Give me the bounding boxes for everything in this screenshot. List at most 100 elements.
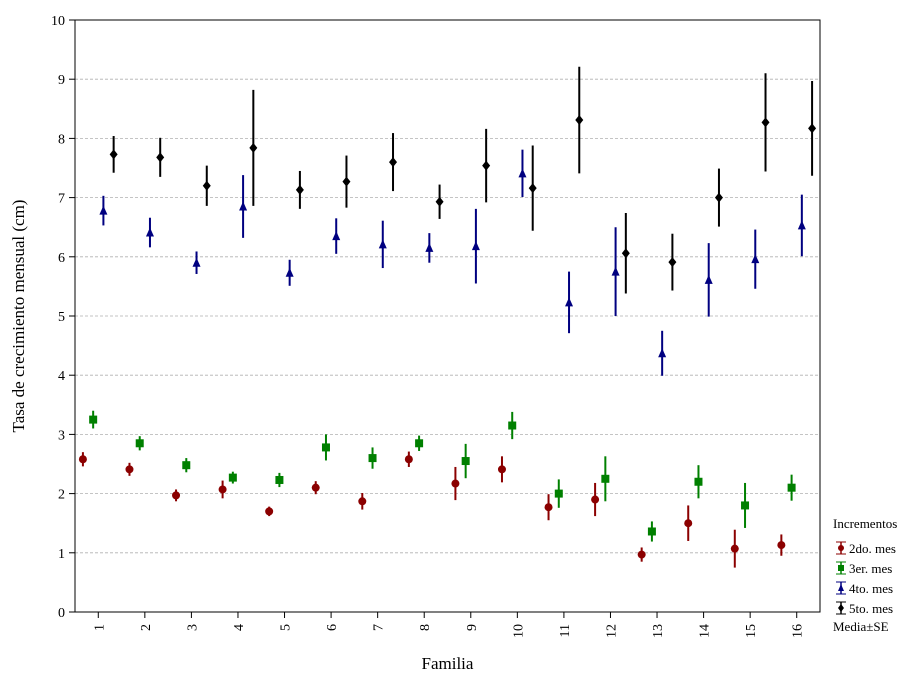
plot-marks xyxy=(78,66,817,568)
data-point xyxy=(435,196,444,207)
x-tick-label: 10 xyxy=(511,624,526,638)
legend-label: 3er. mes xyxy=(849,561,892,576)
x-tick-label: 2 xyxy=(139,624,154,631)
x-tick-label: 15 xyxy=(744,624,759,638)
data-point xyxy=(497,465,506,474)
data-point xyxy=(425,242,434,252)
data-point xyxy=(730,544,739,553)
data-point xyxy=(285,267,294,277)
y-axis-title: Tasa de crecimiento mensual (cm) xyxy=(9,200,28,433)
data-point xyxy=(182,461,191,470)
data-point xyxy=(461,457,470,466)
data-point xyxy=(684,519,693,528)
data-point xyxy=(228,473,237,482)
data-point xyxy=(342,176,351,187)
data-point xyxy=(694,477,703,486)
data-point xyxy=(78,455,87,464)
y-tick-label: 4 xyxy=(58,369,65,384)
series-2 xyxy=(89,410,796,542)
grid xyxy=(75,78,820,554)
data-point xyxy=(741,501,750,510)
data-point xyxy=(311,483,320,492)
legend-item: 5to. mes xyxy=(836,601,893,616)
data-point xyxy=(295,184,304,195)
x-tick-label: 4 xyxy=(232,624,247,631)
y-tick-label: 0 xyxy=(58,606,65,621)
x-tick-label: 9 xyxy=(465,624,480,631)
y-tick-label: 7 xyxy=(58,192,65,207)
legend-marker xyxy=(838,545,844,551)
data-point xyxy=(172,491,181,500)
data-point xyxy=(145,227,154,237)
data-point xyxy=(156,152,165,163)
x-tick-label: 11 xyxy=(558,624,573,637)
x-tick-label: 5 xyxy=(279,624,294,631)
data-point xyxy=(565,297,574,307)
legend-marker xyxy=(838,565,844,571)
y-tick-label: 5 xyxy=(58,310,65,325)
legend-item: 4to. mes xyxy=(836,581,893,596)
data-point xyxy=(125,465,134,474)
legend-label: 4to. mes xyxy=(849,581,893,596)
data-point xyxy=(554,489,563,498)
series-3 xyxy=(99,149,806,376)
data-point xyxy=(358,497,367,506)
x-tick-label: 14 xyxy=(698,624,713,638)
data-point xyxy=(668,257,677,268)
data-point xyxy=(332,231,341,241)
legend-item: 2do. mes xyxy=(836,541,896,556)
data-point xyxy=(575,115,584,126)
data-point xyxy=(89,415,98,424)
data-point xyxy=(389,157,398,168)
legend-item: 3er. mes xyxy=(836,561,892,576)
legend-label: 5to. mes xyxy=(849,601,893,616)
data-point xyxy=(808,123,817,134)
data-point xyxy=(761,117,770,128)
y-tick-label: 9 xyxy=(58,73,65,88)
series-4 xyxy=(109,66,817,294)
series-1 xyxy=(78,451,786,568)
data-point xyxy=(109,149,118,160)
data-point xyxy=(239,201,248,211)
data-point xyxy=(704,274,713,284)
data-point xyxy=(518,168,527,178)
data-point xyxy=(192,257,201,267)
data-point xyxy=(658,348,667,358)
x-tick-label: 3 xyxy=(185,624,200,631)
data-point xyxy=(218,485,227,494)
data-point xyxy=(751,254,760,264)
x-tick-label: 7 xyxy=(372,624,387,631)
data-point xyxy=(637,550,646,559)
y-tick-label: 2 xyxy=(58,488,65,503)
data-point xyxy=(404,455,413,464)
data-point xyxy=(202,180,211,191)
data-point xyxy=(777,541,786,550)
data-point xyxy=(601,474,610,483)
data-point xyxy=(275,475,284,484)
data-point xyxy=(451,479,460,488)
y-tick-label: 8 xyxy=(58,132,65,147)
data-point xyxy=(378,239,387,249)
legend-items: 2do. mes 3er. mes 4to. mes 5to. mes xyxy=(836,541,896,616)
data-point xyxy=(482,160,491,171)
data-point xyxy=(787,483,796,492)
legend-label: 2do. mes xyxy=(849,541,896,556)
data-point xyxy=(714,192,723,203)
x-axis-title: Familia xyxy=(422,654,474,673)
legend-title: Incrementos xyxy=(833,516,897,531)
y-tick-label: 6 xyxy=(58,251,65,266)
y-tick-label: 3 xyxy=(58,428,65,443)
data-point xyxy=(544,503,553,512)
legend-footer: Media±SE xyxy=(833,619,889,634)
x-tick-label: 16 xyxy=(791,624,806,638)
y-tick-label: 1 xyxy=(58,547,65,562)
data-point xyxy=(611,266,620,276)
data-point xyxy=(528,183,537,194)
data-point xyxy=(647,527,656,536)
data-point xyxy=(471,241,480,251)
x-tick-label: 8 xyxy=(418,624,433,631)
data-point xyxy=(591,495,600,504)
data-point xyxy=(321,443,330,452)
